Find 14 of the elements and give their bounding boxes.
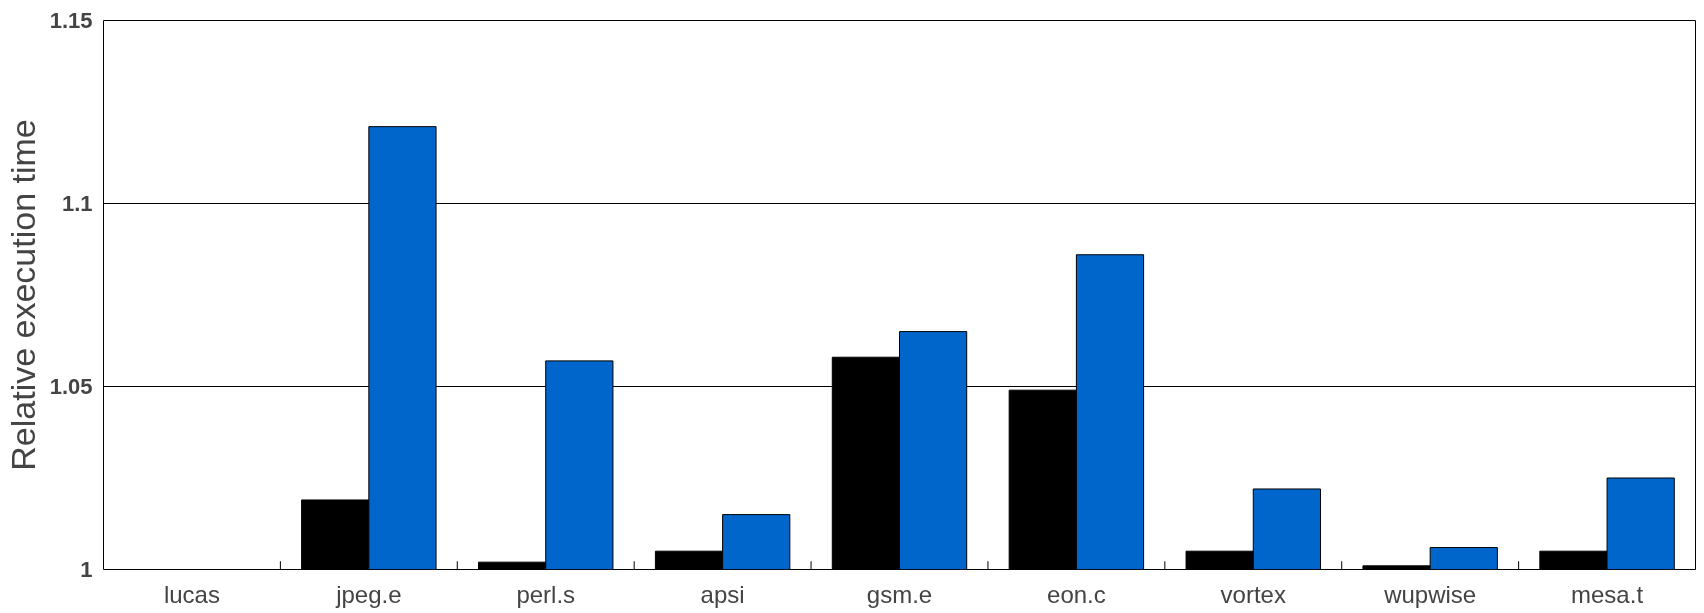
x-tick-label: perl.s	[516, 580, 576, 608]
x-tick-label: eon.c	[1047, 580, 1106, 608]
x-tick-label: wupwise	[1383, 580, 1477, 608]
x-tick-label: lucas	[163, 580, 220, 608]
x-tick-label: apsi	[700, 580, 745, 608]
y-tick-label: 1.15	[49, 8, 93, 33]
y-tick-label: 1.05	[49, 374, 93, 399]
x-tick-label: jpeg.e	[335, 580, 402, 608]
x-tick-label: gsm.e	[866, 580, 933, 608]
y-axis-title: Relative execution time	[3, 119, 42, 471]
y-tick-label: 1.1	[61, 191, 93, 216]
y-tick-label: 1	[80, 557, 93, 582]
x-tick-label: mesa.t	[1571, 580, 1644, 608]
x-tick-label: vortex	[1220, 580, 1286, 608]
